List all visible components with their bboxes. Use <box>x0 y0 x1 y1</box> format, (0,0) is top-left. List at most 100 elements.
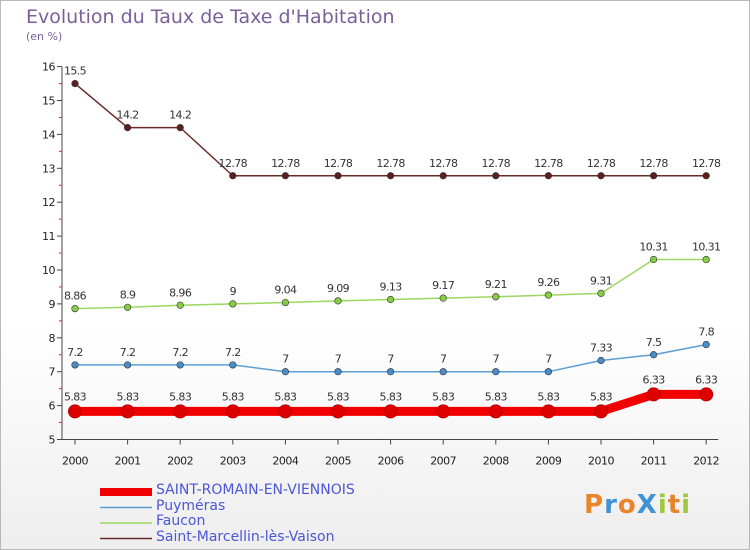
data-label: 7.33 <box>590 342 613 355</box>
data-point <box>488 404 503 419</box>
x-tick-label: 2010 <box>588 455 614 468</box>
y-tick-label: 14 <box>42 128 55 141</box>
data-point <box>594 404 608 419</box>
legend-label: Saint-Marcellin-lès-Vaison <box>156 528 335 545</box>
x-tick-label: 2006 <box>378 455 404 468</box>
proxiti-logo: ProXiti <box>584 490 691 520</box>
x-tick-label: 2012 <box>693 455 719 468</box>
logo-letter: X <box>636 490 658 520</box>
data-point <box>702 340 710 349</box>
data-label: 7.2 <box>225 346 241 359</box>
data-point <box>229 300 237 308</box>
data-point <box>439 172 447 180</box>
data-point <box>702 172 710 180</box>
logo-letter: P <box>584 490 605 520</box>
data-point <box>68 404 82 419</box>
data-label: 7.2 <box>67 346 83 359</box>
data-point <box>439 368 447 376</box>
data-label: 5.83 <box>117 390 140 403</box>
data-point <box>334 297 342 305</box>
data-point <box>281 298 290 307</box>
data-point <box>71 305 79 313</box>
x-tick-label: 2004 <box>272 455 298 468</box>
data-label: 5.83 <box>432 390 455 403</box>
data-point <box>544 172 553 180</box>
data-label: 14.2 <box>117 109 139 122</box>
data-point <box>229 172 237 180</box>
data-point <box>334 368 342 376</box>
x-tick-label: 2000 <box>62 455 88 468</box>
data-point <box>229 361 237 369</box>
data-point <box>436 404 451 419</box>
data-label: 7 <box>335 353 342 366</box>
x-tick-label: 2007 <box>430 455 456 468</box>
logo-letter: i <box>657 490 668 520</box>
y-tick-label: 8 <box>49 332 56 345</box>
data-label: 12.78 <box>324 157 353 170</box>
data-point <box>699 387 714 402</box>
data-point <box>281 172 290 180</box>
data-point <box>597 356 605 365</box>
logo-letter: t <box>667 490 682 520</box>
data-point <box>173 404 188 419</box>
data-label: 6.33 <box>695 373 718 386</box>
data-label: 10.31 <box>692 240 721 253</box>
data-point <box>492 293 500 301</box>
data-label: 9.31 <box>590 274 612 287</box>
y-tick-label: 7 <box>49 366 56 379</box>
x-tick-label: 2011 <box>641 455 667 468</box>
data-point <box>123 303 132 311</box>
x-tick-label: 2009 <box>535 455 561 468</box>
data-point <box>71 79 79 88</box>
y-tick-label: 10 <box>42 264 55 277</box>
data-label: 9 <box>230 285 237 298</box>
data-point <box>383 404 398 419</box>
x-tick-label: 2008 <box>483 455 509 468</box>
data-label: 12.78 <box>482 157 511 170</box>
logo-letter: r <box>604 490 618 520</box>
y-tick-label: 6 <box>49 400 56 413</box>
data-point <box>492 368 500 376</box>
data-label: 14.2 <box>169 109 191 122</box>
data-label: 7 <box>282 353 289 366</box>
data-point <box>597 289 605 297</box>
y-tick-label: 11 <box>42 230 55 243</box>
data-point <box>176 301 184 309</box>
data-point <box>702 255 710 264</box>
data-point <box>544 368 553 376</box>
x-tick-label: 2001 <box>115 455 141 468</box>
data-label: 7.2 <box>172 346 188 359</box>
data-label: 12.78 <box>429 157 458 170</box>
legend-label: Puyméras <box>156 497 226 514</box>
data-point <box>71 361 79 369</box>
data-label: 5.83 <box>537 390 560 403</box>
data-point <box>278 404 293 419</box>
data-label: 5.83 <box>169 390 192 403</box>
data-point <box>123 124 132 132</box>
data-point <box>176 361 184 369</box>
x-tick-label: 2003 <box>220 455 246 468</box>
data-point <box>387 295 395 304</box>
y-tick-label: 15 <box>42 95 55 108</box>
data-label: 7 <box>545 353 552 366</box>
data-point <box>649 351 658 359</box>
data-label: 12.78 <box>219 157 248 170</box>
data-point <box>544 291 553 299</box>
data-point <box>387 368 395 376</box>
data-point <box>123 361 132 369</box>
data-label: 9.21 <box>485 278 507 291</box>
y-tick-label: 16 <box>42 61 55 74</box>
data-label: 9.13 <box>380 280 403 293</box>
data-label: 9.26 <box>537 276 560 289</box>
data-label: 8.86 <box>64 290 87 303</box>
data-label: 15.5 <box>64 65 87 78</box>
y-tick-label: 12 <box>42 196 55 209</box>
legend-label: SAINT-ROMAIN-EN-VIENNOIS <box>156 482 355 498</box>
data-label: 12.78 <box>639 157 668 170</box>
data-label: 5.83 <box>274 390 297 403</box>
data-label: 12.78 <box>271 157 300 170</box>
data-point <box>334 172 342 180</box>
data-label: 5.83 <box>590 390 613 403</box>
data-label: 7.5 <box>646 336 662 349</box>
